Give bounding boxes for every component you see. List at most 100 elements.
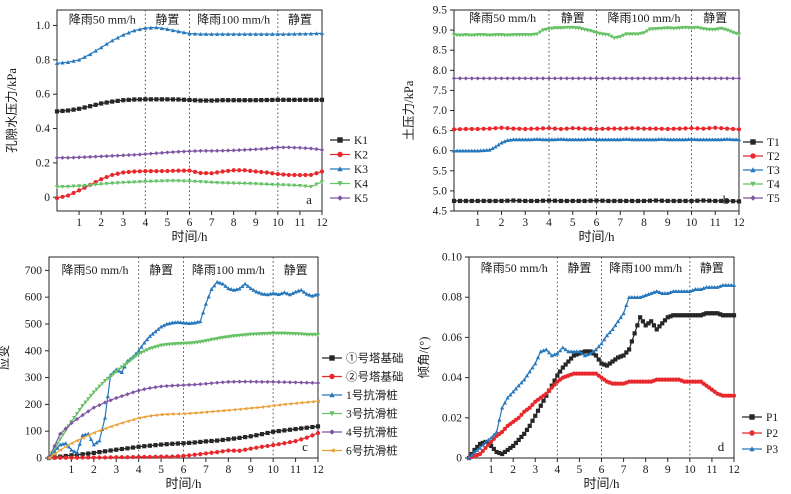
svg-text:9: 9 — [665, 217, 671, 229]
phase-boundary-lines — [138, 257, 274, 458]
svg-text:0: 0 — [44, 192, 50, 204]
y-axis: 0 0.2 0.4 0.6 0.8 1.0 孔隙水压力/kPa — [5, 20, 57, 204]
series-P1 — [466, 311, 737, 461]
svg-text:9: 9 — [253, 217, 259, 229]
svg-text:静置: 静置 — [149, 263, 173, 277]
svg-text:2: 2 — [510, 464, 516, 476]
series-K4 — [54, 179, 325, 190]
svg-text:8.0: 8.0 — [433, 65, 448, 77]
svg-text:12: 12 — [733, 217, 745, 229]
svg-text:12: 12 — [316, 217, 328, 229]
y-axis: 0 0.02 0.04 0.06 0.08 0.10 倾角/(°) — [417, 252, 469, 465]
svg-text:降雨50 mm/h: 降雨50 mm/h — [481, 261, 548, 275]
svg-text:0.6: 0.6 — [36, 89, 51, 101]
svg-text:6.0: 6.0 — [433, 145, 448, 157]
svg-text:11: 11 — [294, 217, 305, 229]
svg-text:1.0: 1.0 — [36, 20, 51, 32]
y-axis: 0 100 200 300 400 500 600 700 应变 — [0, 265, 49, 465]
svg-text:600: 600 — [25, 292, 43, 304]
svg-text:4.5: 4.5 — [433, 206, 448, 218]
svg-text:7: 7 — [617, 217, 623, 229]
legend: K1 K2 K3 K4 K5 — [330, 135, 368, 205]
y-axis-label: 应变 — [0, 345, 11, 370]
panel-letter-c: c — [302, 439, 308, 454]
svg-text:8: 8 — [225, 464, 231, 476]
svg-text:静置: 静置 — [284, 263, 308, 277]
svg-text:1: 1 — [76, 217, 82, 229]
legend-label: K4 — [354, 179, 368, 191]
panel-letter-d: d — [718, 439, 725, 454]
svg-text:0.10: 0.10 — [442, 252, 462, 264]
legend-label: P3 — [766, 444, 778, 456]
chart-svg-c: 1 2 3 4 5 6 7 8 9 10 11 12时间/h010020030040050060070… — [0, 256, 404, 491]
legend: T1 T2 T3 T4 T5 — [743, 137, 780, 205]
svg-text:5: 5 — [570, 217, 576, 229]
legend-label: K1 — [354, 135, 368, 147]
series-K2 — [54, 168, 325, 201]
x-axis-label: 时间/h — [171, 229, 208, 244]
svg-text:2: 2 — [91, 464, 97, 476]
svg-text:8.5: 8.5 — [433, 45, 448, 57]
chart-svg-a: 1 2 3 4 5 6 7 8 9 10 11 12时间/h00.20.40.60.81.0孔隙水压力… — [5, 9, 368, 244]
svg-text:6: 6 — [187, 217, 193, 229]
svg-text:700: 700 — [25, 265, 43, 277]
svg-text:100: 100 — [25, 426, 43, 438]
y-axis-label: 倾角/(°) — [417, 337, 431, 379]
legend-label: P1 — [766, 412, 778, 424]
chart-svg-b: 1 2 3 4 5 6 7 8 9 10 11 12时间/h4.55.05.56.06.57.07.5… — [402, 5, 780, 245]
legend-label: K5 — [354, 193, 368, 205]
svg-text:降雨50 mm/h: 降雨50 mm/h — [469, 11, 536, 25]
legend-label: T5 — [767, 193, 780, 205]
legend-label: 4号抗滑桩 — [346, 425, 398, 439]
phase-boundary-lines — [144, 10, 279, 211]
series-6号抗滑桩 — [46, 399, 321, 460]
svg-text:6.5: 6.5 — [433, 125, 448, 137]
legend-label: T2 — [767, 151, 780, 163]
svg-text:11: 11 — [706, 464, 717, 476]
svg-text:4: 4 — [554, 464, 560, 476]
svg-text:3: 3 — [113, 464, 119, 476]
svg-text:静置: 静置 — [703, 11, 727, 25]
x-axis-label: 时间/h — [165, 476, 202, 491]
svg-text:11: 11 — [710, 217, 721, 229]
svg-text:5: 5 — [577, 464, 583, 476]
x-axis-label: 时间/h — [583, 476, 620, 491]
svg-text:2: 2 — [98, 217, 104, 229]
svg-text:7.0: 7.0 — [433, 105, 448, 117]
svg-text:12: 12 — [728, 464, 740, 476]
svg-text:4: 4 — [136, 464, 142, 476]
series-T3 — [451, 136, 742, 153]
legend-label: ①号塔基础 — [346, 352, 404, 365]
svg-text:1: 1 — [488, 464, 494, 476]
series-K1 — [54, 97, 325, 114]
svg-text:静置: 静置 — [561, 11, 585, 25]
svg-text:500: 500 — [25, 319, 43, 331]
svg-text:1: 1 — [69, 464, 75, 476]
svg-text:300: 300 — [25, 372, 43, 384]
series-K3 — [54, 25, 325, 66]
svg-text:6: 6 — [594, 217, 600, 229]
y-axis: 4.5 5.0 5.5 6.0 6.5 7.0 7.5 8.0 8.5 9.0 9.5 土压力/kPa — [402, 5, 454, 218]
panel-letter-b: b — [723, 192, 730, 207]
series-T4 — [451, 25, 742, 41]
svg-text:4: 4 — [142, 217, 148, 229]
legend-label: 1号抗滑桩 — [346, 388, 398, 402]
svg-text:5.0: 5.0 — [433, 185, 448, 197]
legend-label: 3号抗滑桩 — [346, 407, 398, 421]
phase-boundary-lines — [548, 10, 692, 211]
svg-text:6: 6 — [181, 464, 187, 476]
svg-text:12: 12 — [312, 464, 324, 476]
panel-letter-a: a — [306, 192, 312, 207]
legend-label: K2 — [354, 150, 368, 162]
phase-labels: 降雨50 mm/h 静置 降雨100 mm/h 静置 — [469, 11, 727, 25]
series-K5 — [54, 145, 325, 160]
svg-text:降雨50 mm/h: 降雨50 mm/h — [61, 263, 128, 277]
svg-text:3: 3 — [532, 464, 538, 476]
phase-labels: 降雨50 mm/h 静置 降雨100 mm/h 静置 — [61, 263, 307, 277]
svg-text:降雨100 mm/h: 降雨100 mm/h — [607, 11, 680, 25]
svg-text:11: 11 — [290, 464, 301, 476]
series-3号抗滑桩 — [46, 331, 321, 461]
